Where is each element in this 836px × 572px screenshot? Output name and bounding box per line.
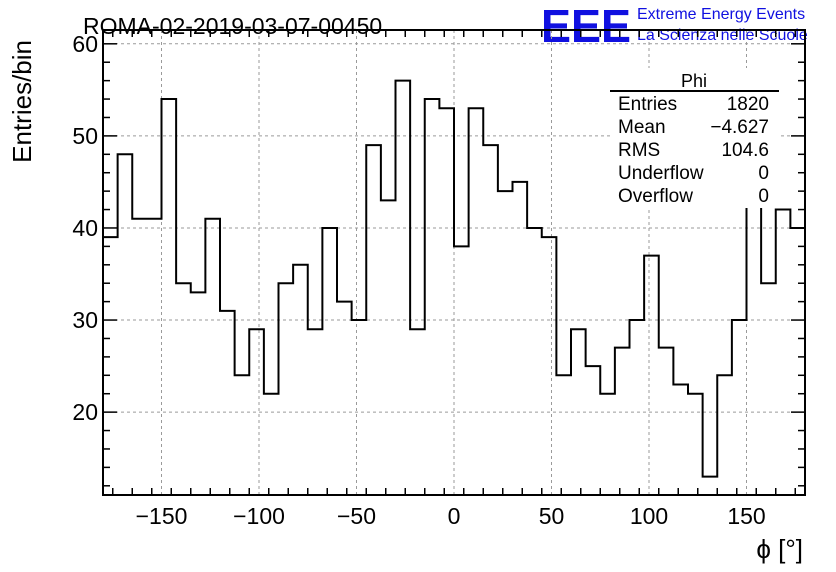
histogram-bin — [469, 108, 484, 495]
x-tick-label: 100 — [630, 503, 668, 529]
histogram-bin — [322, 228, 337, 495]
y-tick-label: 60 — [72, 31, 98, 57]
histogram-outline — [103, 79, 806, 478]
histogram-bin — [176, 283, 191, 495]
histogram-series — [103, 79, 806, 495]
x-tick-label: 50 — [539, 503, 565, 529]
histogram-bin — [600, 394, 615, 495]
histogram-bin — [615, 348, 630, 495]
axis-ticks — [103, 30, 805, 495]
y-axis-label: Entries/bin — [7, 40, 37, 163]
stats-label-underflow: Underflow — [618, 163, 704, 184]
histogram-bin — [103, 237, 118, 495]
histogram-bin — [498, 191, 513, 495]
histogram-bin — [659, 348, 674, 495]
histogram-bin — [454, 246, 469, 495]
histogram-bin — [118, 154, 133, 495]
histogram-bin — [732, 320, 747, 495]
plot-frame — [102, 29, 806, 496]
histogram-bin — [673, 385, 688, 495]
logo-subtitle-line1: Extreme Energy Events — [637, 6, 805, 23]
histogram-bin — [542, 237, 557, 495]
histogram-bin — [425, 99, 440, 495]
histogram-bin — [527, 228, 542, 495]
y-tick-labels: 20 30 40 50 60 — [72, 31, 98, 425]
histogram-bin — [761, 283, 776, 495]
x-tick-label: 150 — [727, 503, 765, 529]
chart-title: ROMA-02-2019-03-07-00450 — [83, 13, 382, 39]
x-tick-label: −50 — [337, 503, 376, 529]
stats-label-overflow: Overflow — [618, 186, 693, 207]
histogram-bin — [717, 375, 732, 495]
histogram-bin — [396, 81, 411, 495]
histogram-bin — [235, 375, 250, 495]
stats-value-rms: 104.6 — [721, 140, 769, 161]
stats-box: Phi Entries 1820 Mean −4.627 RMS 104.6 U… — [610, 68, 779, 208]
x-tick-labels: −150 −100 −50 0 50 100 150 — [136, 503, 766, 529]
histogram-bin — [556, 375, 571, 495]
histogram-bin — [352, 320, 367, 495]
histogram-bin — [644, 256, 659, 495]
histogram-bin — [439, 108, 454, 495]
y-tick-label: 30 — [72, 307, 98, 333]
histogram-bin — [381, 200, 396, 495]
histogram-bin — [688, 394, 703, 495]
stats-label-entries: Entries — [618, 94, 677, 115]
histogram-bin — [790, 228, 805, 495]
histogram-bin — [513, 182, 528, 495]
histogram-bin — [220, 311, 235, 495]
x-tick-label: 0 — [448, 503, 461, 529]
x-tick-label: −100 — [233, 503, 285, 529]
histogram-bin — [205, 219, 220, 495]
histogram-bin — [264, 394, 279, 495]
logo-subtitle-line2: La Scienza nelle Scuole — [637, 27, 808, 44]
stats-value-mean: −4.627 — [710, 117, 769, 138]
histogram-bin — [191, 292, 206, 495]
stats-box-title: Phi — [681, 71, 707, 91]
y-tick-label: 40 — [72, 215, 98, 241]
histogram-bin — [747, 182, 762, 495]
histogram-bin — [586, 366, 601, 495]
y-tick-label: 50 — [72, 123, 98, 149]
stats-value-overflow: 0 — [758, 186, 769, 207]
histogram-bin — [162, 99, 177, 495]
histogram-bin — [279, 283, 294, 495]
stats-label-rms: RMS — [618, 140, 660, 161]
stats-label-mean: Mean — [618, 117, 666, 138]
histogram-bin — [776, 210, 791, 495]
histogram-bin — [703, 477, 718, 495]
histogram-bin — [132, 219, 147, 495]
x-tick-label: −150 — [136, 503, 188, 529]
histogram-bin — [147, 219, 162, 495]
histogram-bin — [337, 302, 352, 495]
histogram-bin — [293, 265, 308, 495]
stats-value-entries: 1820 — [727, 94, 769, 115]
x-axis-label: ϕ [°] — [756, 534, 803, 564]
histogram-bin — [630, 320, 645, 495]
stats-value-underflow: 0 — [758, 163, 769, 184]
y-tick-label: 20 — [72, 399, 98, 425]
